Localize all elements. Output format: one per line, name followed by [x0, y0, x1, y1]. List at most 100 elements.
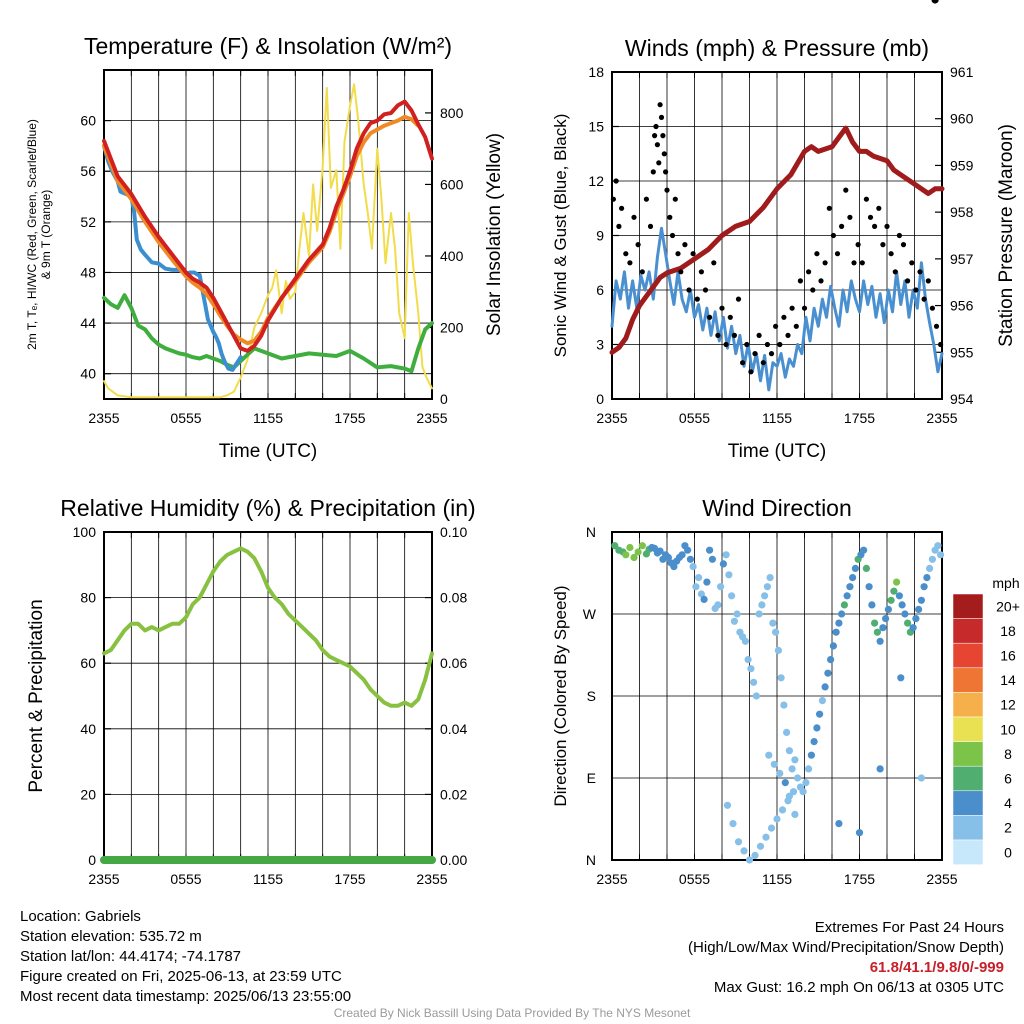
y2-tick-label: 958: [950, 204, 974, 220]
colorbar-unit: mph: [992, 575, 1019, 591]
gust-point: [660, 133, 666, 139]
gust-point: [694, 296, 700, 302]
colorbar-label: 12: [1000, 697, 1016, 713]
latlon-text: Station lat/lon: 44.4174; -74.1787: [20, 948, 242, 965]
y-tick-label: N: [586, 852, 596, 868]
colorbar-swatch: [952, 716, 984, 742]
direction-point: [758, 601, 766, 609]
series-line-hiwc: [102, 293, 434, 374]
series-line-t9m: [102, 114, 421, 346]
y-tick-label: 56: [80, 163, 96, 179]
direction-point: [871, 619, 879, 627]
colorbar-swatch: [952, 642, 984, 669]
gust-point: [652, 133, 658, 139]
gust-point: [610, 196, 617, 202]
direction-point: [791, 810, 799, 819]
direction-point: [890, 587, 898, 595]
x-tick-label: 1755: [334, 410, 365, 426]
direction-point: [700, 595, 708, 604]
gust-point: [756, 332, 762, 338]
direction-point: [898, 601, 906, 609]
gust-point: [855, 242, 861, 248]
gust-point: [667, 214, 673, 220]
direction-point: [722, 551, 730, 559]
colorbar-label: 0: [1004, 844, 1012, 860]
direction-point: [730, 617, 739, 625]
gust-point: [690, 251, 696, 257]
x-tick-label: 1155: [253, 871, 283, 887]
colorbar-label: 2: [1004, 820, 1012, 836]
y-axis-label: Direction (Colored By Speed): [551, 585, 570, 806]
gust-point: [814, 251, 820, 257]
y2-tick-label: 400: [440, 248, 464, 264]
gust-point: [777, 341, 783, 348]
direction-point: [762, 833, 770, 841]
gust-point: [678, 269, 684, 275]
gust-point: [872, 223, 878, 229]
temperature-insolation-panel: 40 44 48 52 56 60 2355 0555 1155 1755 2355 Time (UT…: [25, 33, 505, 462]
y2-tick-label: 0.06: [440, 655, 467, 671]
gust-point: [785, 332, 791, 338]
station-info: Location: Gabriels Station elevation: 53…: [20, 907, 351, 1007]
plot-frame: [103, 69, 433, 400]
direction-point: [703, 578, 711, 586]
chart-title: Winds (mph) & Pressure (mb): [625, 35, 929, 61]
gust-point: [752, 351, 758, 357]
x-tick-label: 2355: [596, 410, 627, 426]
chart-title: Wind Direction: [702, 495, 852, 521]
direction-point: [818, 697, 827, 705]
x-tick-label: 2355: [926, 871, 957, 887]
direction-point: [656, 547, 664, 555]
direction-point: [733, 610, 741, 618]
plot-frame: [611, 71, 943, 400]
y2-tick-label: 0: [440, 391, 448, 407]
timestamp-text: Most recent data timestamp: 2025/06/13 2…: [20, 988, 352, 1005]
direction-point: [824, 669, 832, 677]
gust-point: [789, 305, 795, 311]
gust-point: [810, 287, 816, 293]
direction-point: [689, 563, 697, 571]
gust-point: [876, 205, 882, 211]
elevation-text: Station elevation: 535.72 m: [20, 928, 202, 945]
direction-point: [799, 788, 807, 796]
direction-point: [697, 590, 706, 598]
direction-point: [807, 751, 816, 759]
x-tick-label: 1155: [762, 871, 792, 887]
gust-point: [658, 114, 665, 120]
direction-point: [835, 619, 843, 627]
y2-tick-label: 954: [950, 391, 974, 407]
direction-point: [931, 0, 939, 4]
extremes-values: 61.8/41.1/9.8/0/-999: [869, 959, 1004, 976]
direction-point: [835, 820, 843, 828]
x-tick-label: 2355: [596, 871, 627, 887]
y-axis-label: & 9m T (Orange): [39, 190, 53, 280]
gust-point: [913, 287, 919, 293]
direction-point: [887, 596, 895, 604]
gust-point: [653, 123, 659, 130]
gust-point: [830, 232, 837, 239]
gust-point: [672, 196, 678, 202]
direction-point: [851, 564, 860, 573]
y-tick-label: W: [583, 606, 597, 622]
direction-point: [843, 592, 851, 600]
gust-point: [892, 269, 898, 275]
colorbar-swatch: [952, 839, 984, 865]
colorbar-swatch: [952, 741, 984, 767]
x-tick-label: 2355: [926, 410, 957, 426]
direction-point: [876, 765, 884, 773]
direction-point: [747, 665, 755, 673]
gust-point: [654, 142, 661, 148]
y-tick-label: 6: [596, 282, 604, 298]
y-tick-label: 40: [80, 366, 96, 382]
created-text: Figure created on Fri, 2025-06-13, at 23…: [20, 968, 342, 985]
colorbar-label: 16: [1000, 648, 1016, 664]
gust-point: [623, 251, 629, 257]
direction-point: [740, 847, 748, 855]
direction-point: [765, 751, 773, 759]
gust-point: [880, 242, 886, 248]
direction-point: [846, 583, 854, 591]
x-tick-label: 2355: [88, 871, 119, 887]
gust-point: [669, 232, 676, 239]
gust-point: [650, 169, 656, 175]
direction-point: [741, 637, 750, 645]
